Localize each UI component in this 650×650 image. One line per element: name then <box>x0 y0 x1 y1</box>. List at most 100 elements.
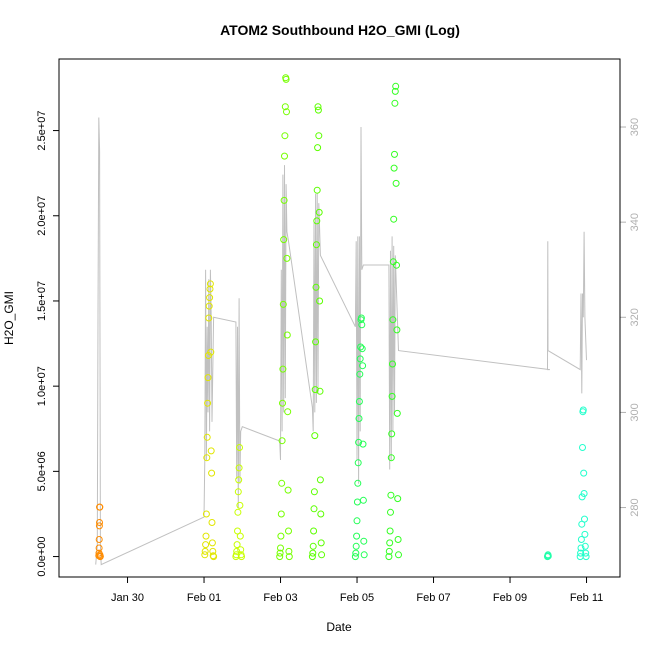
data-point <box>278 437 286 445</box>
data-point <box>354 479 362 487</box>
data-point <box>202 510 210 518</box>
data-point <box>208 519 216 526</box>
data-point <box>95 522 103 530</box>
data-point <box>314 103 322 111</box>
data-point <box>315 208 323 216</box>
y2-tick-label: 340 <box>629 213 641 231</box>
data-point <box>578 493 586 501</box>
y-tick-label: 5.0e+06 <box>36 451 48 491</box>
data-point <box>236 532 244 540</box>
data-point <box>577 544 585 552</box>
data-point <box>276 549 284 557</box>
data-point <box>358 321 366 329</box>
data-point <box>280 236 288 244</box>
data-point <box>278 479 286 487</box>
data-point <box>281 152 288 160</box>
data-point <box>233 541 241 549</box>
data-point <box>308 553 316 561</box>
data-point <box>279 399 286 407</box>
data-point <box>95 544 103 552</box>
data-point <box>387 508 394 516</box>
data-point <box>386 527 394 535</box>
y-axis-label: H2O_GMI <box>2 291 16 345</box>
x-tick-label: Feb 01 <box>187 592 221 604</box>
data-point <box>391 99 399 107</box>
data-point <box>359 496 367 504</box>
data-point <box>386 539 394 547</box>
data-point <box>209 547 217 555</box>
data-point <box>285 547 293 555</box>
data-point <box>284 486 292 494</box>
data-point <box>311 386 319 394</box>
data-point <box>314 144 322 152</box>
data-point <box>353 517 361 525</box>
data-point <box>235 476 243 484</box>
data-point <box>351 553 359 561</box>
data-point <box>544 552 552 560</box>
data-point <box>388 392 396 400</box>
data-point <box>393 326 401 334</box>
secondary-line <box>95 117 587 566</box>
data-point <box>277 510 285 518</box>
y-tick-label: 1.5e+07 <box>36 281 48 321</box>
data-point <box>358 345 366 353</box>
data-point <box>385 553 393 561</box>
y2-tick-label: 320 <box>629 308 641 326</box>
data-point <box>390 164 398 172</box>
data-point <box>391 87 399 95</box>
data-point <box>313 186 321 194</box>
data-point <box>360 551 368 559</box>
data-point <box>357 314 365 322</box>
data-point <box>579 444 586 451</box>
data-point <box>280 196 288 204</box>
y-axis-left: 0.0e+00 5.0e+06 1.0e+07 1.5e+07 2.0e+07 2.5e+… <box>36 111 59 577</box>
data-point <box>201 551 209 559</box>
data-point <box>579 406 587 414</box>
data-point <box>208 469 216 477</box>
data-point <box>206 294 214 302</box>
data-point <box>353 532 361 540</box>
data-point <box>580 469 588 477</box>
data-point <box>392 82 400 90</box>
chart-title: ATOM2 Southbound H2O_GMI (Log) <box>220 22 460 38</box>
y2-tick-label: 360 <box>629 118 641 136</box>
data-point <box>359 440 367 448</box>
y-tick-label: 2.5e+07 <box>36 111 48 151</box>
data-point <box>207 447 215 455</box>
data-point <box>234 488 242 496</box>
data-point <box>276 553 284 561</box>
data-point <box>355 398 363 405</box>
data-point <box>283 254 291 262</box>
data-point <box>206 280 214 288</box>
x-axis: Jan 30 Feb 01 Feb 03 Feb 05 Feb 07 Feb 09 Feb … <box>111 577 603 604</box>
data-point <box>317 510 325 518</box>
data-point <box>390 215 398 223</box>
data-point <box>387 491 395 499</box>
data-point <box>581 530 589 538</box>
data-point <box>277 544 284 552</box>
data-point <box>391 150 398 158</box>
data-points-layer <box>95 74 590 561</box>
data-point <box>277 532 285 540</box>
data-point <box>388 430 396 438</box>
data-point <box>318 551 326 559</box>
x-tick-label: Feb 11 <box>570 592 603 604</box>
data-point <box>282 75 290 83</box>
data-point <box>577 549 585 557</box>
data-point <box>352 549 360 557</box>
data-point <box>203 454 211 462</box>
data-point <box>395 551 402 559</box>
data-point <box>237 546 245 554</box>
data-point <box>389 360 396 368</box>
data-point <box>279 300 287 308</box>
data-point <box>360 537 368 545</box>
y-axis-right: 280 300 320 340 360 <box>620 118 641 517</box>
data-point <box>394 536 402 543</box>
data-point <box>582 553 590 561</box>
data-point <box>355 438 363 446</box>
data-point <box>580 490 588 497</box>
data-point <box>233 547 241 555</box>
data-point <box>309 549 317 557</box>
data-point <box>313 217 321 225</box>
